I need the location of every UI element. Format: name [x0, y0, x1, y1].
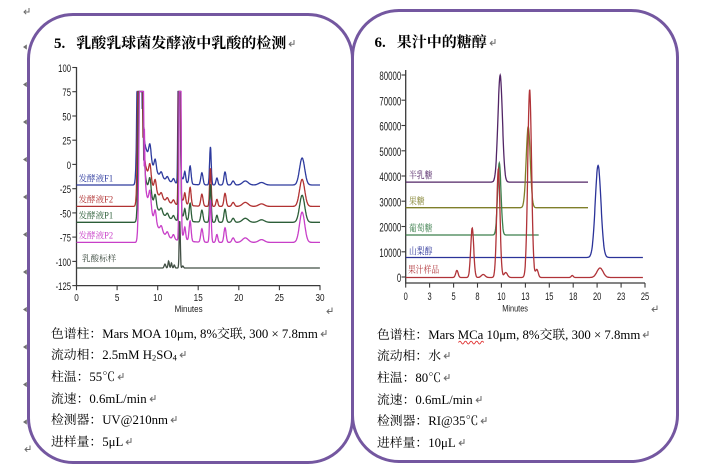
svg-text:25: 25: [62, 135, 71, 148]
svg-text:15: 15: [194, 292, 203, 303]
svg-text:-50: -50: [60, 208, 71, 221]
svg-text:10: 10: [153, 292, 162, 303]
svg-text:75: 75: [62, 87, 71, 100]
svg-text:23: 23: [617, 291, 625, 303]
svg-text:30: 30: [315, 292, 324, 303]
svg-text:半乳糖: 半乳糖: [409, 167, 432, 181]
svg-text:100: 100: [58, 63, 71, 76]
svg-text:发酵液P2: 发酵液P2: [79, 228, 114, 241]
svg-text:60000: 60000: [379, 121, 401, 134]
svg-text:20000: 20000: [379, 222, 401, 235]
svg-text:葡萄糖: 葡萄糖: [409, 220, 432, 234]
svg-text:80000: 80000: [379, 71, 401, 84]
svg-text:0: 0: [397, 273, 402, 286]
svg-text:5: 5: [452, 291, 456, 303]
svg-text:果汁样品: 果汁样品: [408, 262, 439, 276]
svg-text:果糖: 果糖: [409, 193, 425, 207]
svg-text:发酵液F1: 发酵液F1: [79, 171, 114, 184]
svg-text:15: 15: [545, 291, 553, 303]
svg-text:-25: -25: [60, 184, 71, 197]
svg-text:20: 20: [593, 291, 601, 303]
svg-text:10000: 10000: [379, 247, 401, 260]
svg-text:20: 20: [234, 292, 243, 303]
svg-text:-75: -75: [60, 232, 71, 245]
svg-text:18: 18: [569, 291, 577, 303]
svg-text:25: 25: [641, 291, 649, 303]
svg-text:13: 13: [521, 291, 529, 303]
svg-text:8: 8: [475, 291, 479, 303]
svg-text:50: 50: [62, 111, 71, 124]
svg-text:山梨醇: 山梨醇: [409, 243, 432, 257]
svg-text:40000: 40000: [379, 172, 401, 185]
svg-text:-100: -100: [56, 257, 71, 270]
svg-text:0: 0: [67, 160, 71, 173]
svg-text:5: 5: [115, 292, 120, 303]
svg-text:70000: 70000: [379, 96, 401, 109]
svg-text:发酵液F2: 发酵液F2: [79, 192, 114, 205]
svg-text:乳酸标样: 乳酸标样: [82, 251, 116, 264]
svg-text:Minutes: Minutes: [502, 303, 528, 314]
svg-text:10: 10: [497, 291, 505, 303]
svg-text:Minutes: Minutes: [175, 303, 203, 314]
svg-text:-125: -125: [56, 281, 71, 294]
svg-text:30000: 30000: [379, 197, 401, 210]
svg-text:0: 0: [74, 292, 79, 303]
svg-text:3: 3: [428, 291, 432, 303]
svg-text:50000: 50000: [379, 146, 401, 159]
svg-text:发酵液P1: 发酵液P1: [79, 208, 114, 221]
svg-text:25: 25: [275, 292, 284, 303]
svg-text:0: 0: [404, 291, 408, 303]
